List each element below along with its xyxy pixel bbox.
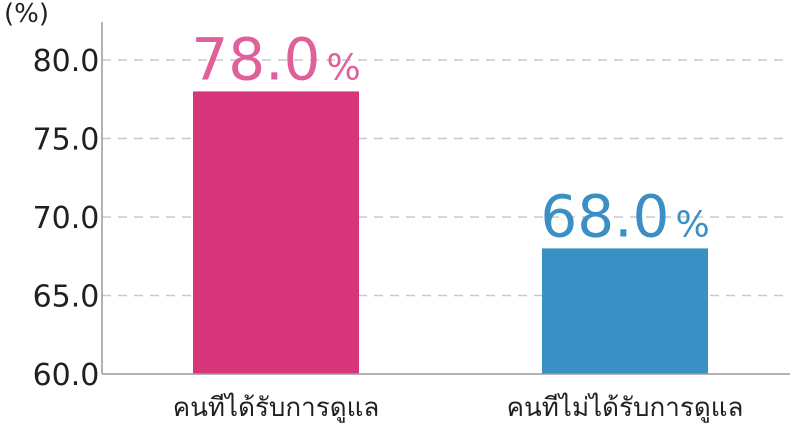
value-label-number: 78.0 <box>191 25 320 93</box>
bar <box>193 91 359 375</box>
bars <box>193 91 708 375</box>
y-tick-label: 65.0 <box>33 280 100 315</box>
value-label: 78.0% <box>191 25 360 93</box>
bar <box>542 248 708 374</box>
value-label-number: 68.0 <box>540 182 669 250</box>
y-tick-label: 75.0 <box>33 123 100 158</box>
y-tick-label: 70.0 <box>33 201 100 236</box>
value-label: 68.0% <box>540 182 709 250</box>
y-tick-labels: 60.0 65.0 70.0 75.0 80.0 <box>33 44 100 393</box>
value-label-unit: % <box>326 47 360 88</box>
value-labels: 78.0 %68.0% <box>191 25 709 250</box>
category-labels: คนทีได้รับการดูแล คนทีไม่ได้รับการดูแล <box>173 392 744 423</box>
y-tick-label: 60.0 <box>33 358 100 393</box>
category-label: คนทีไม่ได้รับการดูแล <box>507 392 744 423</box>
y-tick-label: 80.0 <box>33 44 100 79</box>
category-label: คนทีได้รับการดูแล <box>173 392 380 423</box>
y-axis-unit-label: (%) <box>4 0 49 29</box>
value-label-unit: % <box>675 204 709 245</box>
